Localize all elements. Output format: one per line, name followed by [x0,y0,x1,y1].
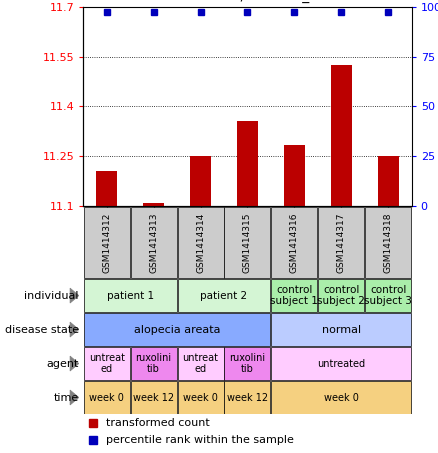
Text: patient 2: patient 2 [201,290,247,301]
Text: time: time [53,392,79,403]
Bar [96,171,117,206]
Bar [84,313,271,346]
Bar [272,279,318,312]
Text: untreat
ed: untreat ed [88,353,125,374]
Text: control
subject 2: control subject 2 [318,285,365,306]
Text: transformed count: transformed count [106,418,210,428]
Bar [84,381,130,414]
Bar [131,207,177,278]
Bar [272,313,411,346]
Bar [224,207,270,278]
Text: agent: agent [46,358,79,369]
Text: GSM1414312: GSM1414312 [102,212,111,273]
Polygon shape [70,288,79,303]
Bar [284,145,305,206]
Bar [365,207,411,278]
Bar [331,65,352,206]
Bar [237,121,258,206]
Bar [272,381,411,414]
Text: week 0: week 0 [89,392,124,403]
Bar [272,347,411,380]
Bar [272,207,318,278]
Text: untreat
ed: untreat ed [183,353,219,374]
Bar [318,279,364,312]
Bar [177,207,223,278]
Bar [143,203,164,206]
Text: alopecia areata: alopecia areata [134,324,220,335]
Text: week 0: week 0 [324,392,359,403]
Text: control
subject 3: control subject 3 [364,285,412,306]
Text: GSM1414316: GSM1414316 [290,212,299,273]
Bar [190,156,211,206]
Text: GSM1414313: GSM1414313 [149,212,158,273]
Text: GSM1414317: GSM1414317 [337,212,346,273]
Text: untreated: untreated [317,358,365,369]
Bar [224,381,270,414]
Bar [84,279,177,312]
Title: GDS5275 / 201503_at: GDS5275 / 201503_at [171,0,324,3]
Text: percentile rank within the sample: percentile rank within the sample [106,435,294,445]
Bar [131,347,177,380]
Bar [177,381,223,414]
Bar [177,347,223,380]
Text: week 12: week 12 [227,392,268,403]
Text: control
subject 1: control subject 1 [270,285,318,306]
Text: ruxolini
tib: ruxolini tib [135,353,172,374]
Text: GSM1414314: GSM1414314 [196,212,205,273]
Text: patient 1: patient 1 [106,290,154,301]
Bar [224,347,270,380]
Bar [84,207,130,278]
Text: GSM1414315: GSM1414315 [243,212,252,273]
Bar [365,279,411,312]
Polygon shape [70,390,79,405]
Text: GSM1414318: GSM1414318 [384,212,393,273]
Bar [131,381,177,414]
Text: individual: individual [25,290,79,301]
Bar [378,156,399,206]
Text: ruxolini
tib: ruxolini tib [230,353,265,374]
Text: disease state: disease state [5,324,79,335]
Text: normal: normal [322,324,361,335]
Bar [84,347,130,380]
Text: week 12: week 12 [133,392,174,403]
Polygon shape [70,322,79,337]
Polygon shape [70,356,79,371]
Text: week 0: week 0 [183,392,218,403]
Bar [318,207,364,278]
Bar [177,279,271,312]
